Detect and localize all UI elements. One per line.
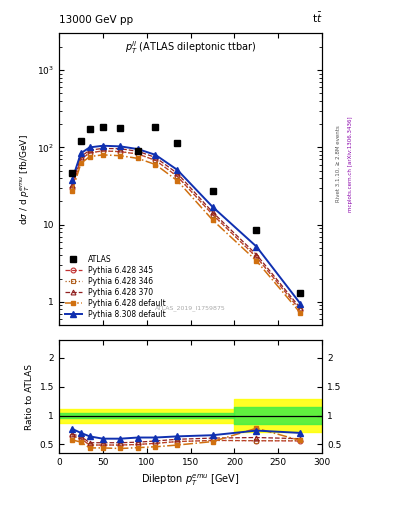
Legend: ATLAS, Pythia 6.428 345, Pythia 6.428 346, Pythia 6.428 370, Pythia 6.428 defaul: ATLAS, Pythia 6.428 345, Pythia 6.428 34… — [63, 253, 168, 322]
Text: 13000 GeV pp: 13000 GeV pp — [59, 14, 133, 25]
Y-axis label: Ratio to ATLAS: Ratio to ATLAS — [25, 364, 34, 430]
Text: t$\bar{t}$: t$\bar{t}$ — [312, 10, 322, 25]
Y-axis label: d$\sigma$ / d $p_T^{emu}$ [fb/GeV]: d$\sigma$ / d $p_T^{emu}$ [fb/GeV] — [18, 134, 31, 225]
Text: mcplots.cern.ch [arXiv:1306.3436]: mcplots.cern.ch [arXiv:1306.3436] — [348, 116, 353, 211]
Text: ATLAS_2019_I1759875: ATLAS_2019_I1759875 — [155, 305, 226, 310]
X-axis label: Dilepton $p_T^{emu}$ [GeV]: Dilepton $p_T^{emu}$ [GeV] — [141, 473, 240, 488]
Text: $p_T^{ll}$ (ATLAS dileptonic ttbar): $p_T^{ll}$ (ATLAS dileptonic ttbar) — [125, 39, 256, 56]
Text: Rivet 3.1.10, ≥ 2.8M events: Rivet 3.1.10, ≥ 2.8M events — [336, 125, 341, 202]
